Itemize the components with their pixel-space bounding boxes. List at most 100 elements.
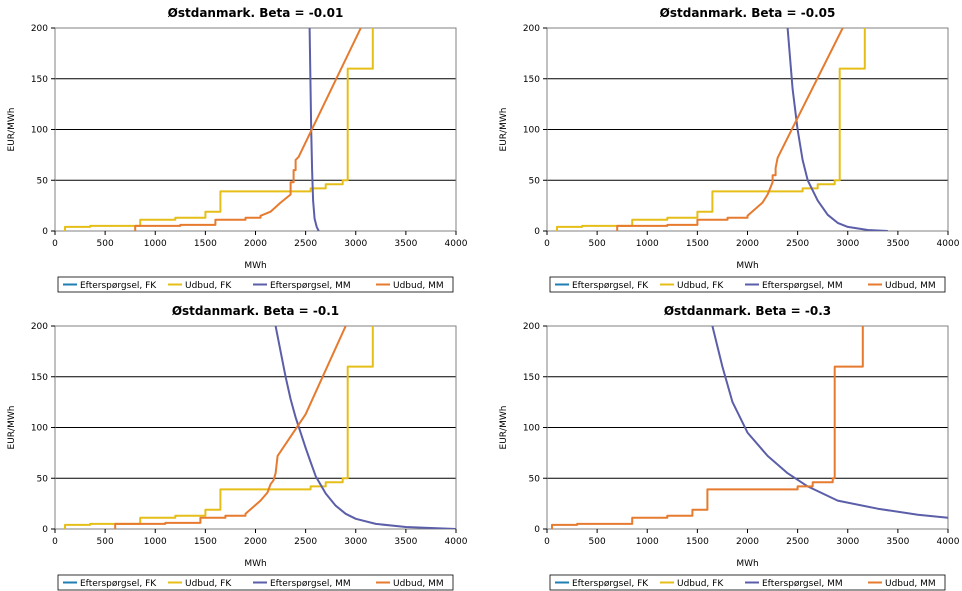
x-tick-label: 1500: [194, 239, 217, 249]
chart-title: Østdanmark. Beta = -0.05: [660, 6, 836, 20]
legend: Efterspørgsel, FK Udbud, FK Efterspørgsel,…: [549, 276, 946, 293]
chart-title: Østdanmark. Beta = -0.1: [172, 304, 339, 318]
legend-label: Udbud, FK: [185, 281, 232, 291]
series-line-udbud-mm: [551, 326, 864, 529]
y-tick-label: 0: [534, 525, 540, 535]
y-tick-label: 50: [37, 474, 49, 484]
chart-title: Østdanmark. Beta = -0.01: [168, 6, 344, 20]
y-tick-label: 100: [31, 126, 48, 136]
x-tick-label: 2000: [244, 537, 267, 547]
y-tick-label: 150: [523, 373, 540, 383]
legend: Efterspørgsel, FK Udbud, FK Efterspørgsel,…: [549, 574, 946, 591]
series-line-efterspoergsel-mm: [274, 326, 456, 529]
x-tick-label: 3000: [836, 537, 859, 547]
x-tick-label: 2500: [294, 239, 317, 249]
legend-label: Efterspørgsel, FK: [572, 579, 649, 589]
x-tick-label: 1500: [686, 537, 709, 547]
x-tick-label: 3000: [344, 239, 367, 249]
legend: Efterspørgsel, FK Udbud, FK Efterspørgsel,…: [57, 276, 454, 293]
legend-label: Efterspørgsel, FK: [80, 579, 157, 589]
y-tick-label: 200: [523, 24, 540, 34]
series-line-udbud-mm: [616, 28, 844, 231]
legend-label: Udbud, MM: [393, 579, 444, 589]
x-tick-label: 3500: [394, 537, 417, 547]
series-line-udbud-fk: [556, 28, 866, 231]
y-tick-label: 0: [534, 227, 540, 237]
series-group: [556, 28, 888, 231]
legend-label: Efterspørgsel, MM: [762, 281, 843, 291]
x-tick-label: 1500: [686, 239, 709, 249]
legend-label: Efterspørgsel, FK: [80, 281, 157, 291]
chart-title: Østdanmark. Beta = -0.3: [664, 304, 831, 318]
y-tick-label: 0: [42, 525, 48, 535]
x-tick-label: 2000: [736, 239, 759, 249]
y-tick-label: 50: [37, 176, 49, 186]
y-tick-label: 150: [31, 75, 48, 85]
x-tick-label: 0: [52, 537, 58, 547]
y-tick-label: 200: [31, 24, 48, 34]
y-tick-label: 150: [523, 75, 540, 85]
x-tick-label: 2500: [294, 537, 317, 547]
x-tick-label: 500: [589, 537, 606, 547]
legend-label: Udbud, MM: [393, 281, 444, 291]
x-tick-label: 2500: [786, 239, 809, 249]
y-tick-label: 200: [31, 322, 48, 332]
x-tick-label: 3500: [886, 537, 909, 547]
legend-label: Udbud, FK: [677, 281, 724, 291]
x-tick-label: 3500: [394, 239, 417, 249]
series-line-udbud-mm: [114, 326, 347, 529]
legend-label: Udbud, MM: [885, 579, 936, 589]
x-tick-label: 500: [97, 537, 114, 547]
y-tick-label: 100: [31, 424, 48, 434]
x-axis-label: MWh: [244, 559, 266, 569]
x-axis-label: MWh: [736, 559, 758, 569]
legend-label: Efterspørgsel, FK: [572, 281, 649, 291]
y-axis-label: EUR/MWh: [499, 406, 509, 450]
series-group: [551, 326, 948, 529]
y-tick-label: 50: [529, 474, 541, 484]
legend-label: Efterspørgsel, MM: [762, 579, 843, 589]
series-group: [64, 28, 374, 231]
x-tick-label: 2000: [244, 239, 267, 249]
series-line-efterspoergsel-mm: [711, 326, 948, 519]
legend-label: Udbud, FK: [185, 579, 232, 589]
series-group: [64, 326, 456, 529]
x-tick-label: 1000: [636, 239, 659, 249]
x-tick-label: 4000: [445, 239, 468, 249]
x-tick-label: 0: [544, 239, 550, 249]
x-tick-label: 1000: [144, 537, 167, 547]
series-line-udbud-mm: [134, 28, 362, 231]
legend-label: Udbud, MM: [885, 281, 936, 291]
x-tick-label: 1500: [194, 537, 217, 547]
series-line-efterspoergsel-mm: [308, 28, 320, 231]
x-tick-label: 1000: [144, 239, 167, 249]
legend: Efterspørgsel, FK Udbud, FK Efterspørgsel,…: [57, 574, 454, 591]
x-tick-label: 0: [544, 537, 550, 547]
y-tick-label: 100: [523, 126, 540, 136]
x-tick-label: 3000: [344, 537, 367, 547]
y-tick-label: 200: [523, 322, 540, 332]
legend-label: Efterspørgsel, MM: [270, 579, 351, 589]
series-line-udbud-fk: [64, 28, 374, 231]
x-tick-label: 4000: [937, 239, 960, 249]
x-tick-label: 2000: [736, 537, 759, 547]
y-tick-label: 0: [42, 227, 48, 237]
x-tick-label: 500: [589, 239, 606, 249]
y-axis-label: EUR/MWh: [7, 406, 17, 450]
x-tick-label: 0: [52, 239, 58, 249]
x-tick-label: 500: [97, 239, 114, 249]
x-tick-label: 4000: [445, 537, 468, 547]
y-axis-label: EUR/MWh: [7, 108, 17, 152]
x-tick-label: 3500: [886, 239, 909, 249]
series-line-efterspoergsel-mm: [786, 28, 888, 231]
x-tick-label: 3000: [836, 239, 859, 249]
x-tick-label: 4000: [937, 537, 960, 547]
x-axis-label: MWh: [736, 261, 758, 271]
y-tick-label: 100: [523, 424, 540, 434]
y-tick-label: 150: [31, 373, 48, 383]
